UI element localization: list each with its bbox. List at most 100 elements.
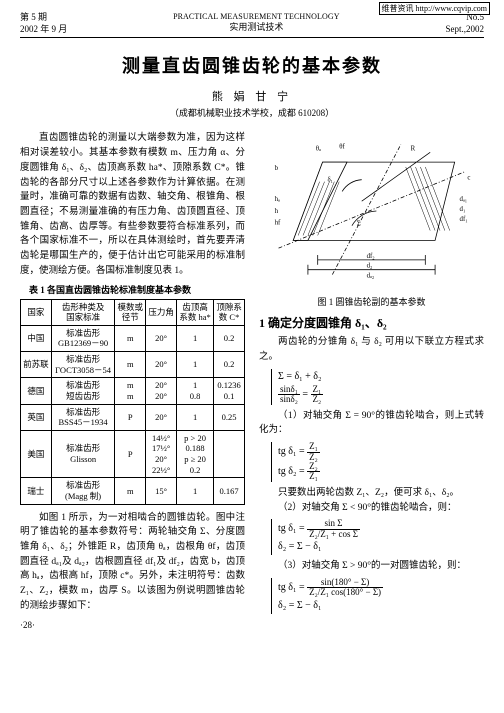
page-header: 第 5 期 2002 年 9 月 PRACTICAL MEASUREMENT T… [20, 12, 484, 38]
eq-group-3: tg δ₁ = sin ΣZ₂/Z₁ + cos Σ δ₂ = Σ − δ₁ [271, 519, 484, 555]
eq4-2: δ₂ = Σ − δ₁ [278, 598, 484, 614]
svg-text:dₐ₁: dₐ₁ [460, 197, 468, 204]
two-column-body: 直齿圆锥齿轮的测量以大端参数为准，因为这样相对误差较小。其基本参数有模数 m、压… [20, 131, 484, 629]
table-cell: 1 [176, 352, 213, 378]
table-cell: m [115, 325, 146, 351]
gear-diagram-svg: R c Σ δ₁ b hₐ h hf df₂ d₂ dₐ₂ dₐ₁ d₁ df₁… [259, 131, 484, 291]
table-cell: 0.25 [214, 404, 245, 430]
s1-p4: （2）对轴交角 Σ < 90°的锥齿轮啮合，则： [259, 501, 484, 516]
table-cell: 中国 [21, 325, 52, 351]
svg-text:b: b [275, 165, 279, 172]
table-row: 英国标准齿形BSS45－1934P20°10.25 [21, 404, 245, 430]
svg-text:df₁: df₁ [460, 216, 468, 223]
table-cell: 1 [176, 404, 213, 430]
table-cell: p > 200.188p ≥ 200.2 [176, 430, 213, 478]
svg-text:d₂: d₂ [367, 263, 373, 270]
table-cell: 10.8 [176, 378, 213, 404]
s1-p5: （3）对轴交角 Σ > 90°的一对圆锥齿轮，则： [259, 559, 484, 574]
table-cell [214, 430, 245, 478]
author: 熊 娟 甘 宁 [20, 88, 484, 104]
svg-text:hf: hf [275, 220, 281, 227]
eq3-l: tg δ₁ = [278, 524, 305, 535]
table-row: 前苏联标准齿形ГОСТ3058－54m20°10.2 [21, 352, 245, 378]
s1-p2: （1）对轴交角 Σ = 90°的锥齿轮啮合，则上式转化为： [259, 409, 484, 438]
table-cell: 德国 [21, 378, 52, 404]
svg-text:c: c [467, 175, 470, 182]
svg-text:Σ: Σ [357, 221, 361, 228]
fig1-caption: 图 1 圆锥齿轮副的基本参数 [259, 295, 484, 308]
table-row: 中国标准齿形GB12369－90m20°10.2 [21, 325, 245, 351]
table-header: 齿顶高系数 ha* [176, 299, 213, 325]
article-title: 测量直齿圆锥齿轮的基本参数 [20, 52, 484, 78]
table-cell: P [115, 430, 146, 478]
eq-group-2: tg δ₁ = Z₁Z₂ tg δ₂ = Z₂Z₁ [271, 442, 484, 482]
svg-text:dₐ₂: dₐ₂ [367, 273, 375, 280]
table-header: 顶隙系数 C* [214, 299, 245, 325]
eq4-l: tg δ₁ = [278, 582, 305, 593]
header-date: 2002 年 9 月 [20, 24, 67, 36]
table-cell: 0.2 [214, 352, 245, 378]
svg-text:R: R [411, 146, 416, 153]
s1-p1: 两齿轮的分锥角 δ₁ 与 δ₂ 可用以下联立方程式求之。 [259, 335, 484, 364]
table1: 国家齿形种类及国家标准模数或径节压力角齿顶高系数 ha*顶隙系数 C* 中国标准… [20, 299, 245, 505]
eq1a: Σ = δ₁ + δ₂ [278, 369, 484, 385]
table-cell: 20°20° [146, 378, 177, 404]
header-center-en: PRACTICAL MEASUREMENT TECHNOLOGY [173, 12, 340, 22]
table-cell: 20° [146, 325, 177, 351]
table-cell: 20° [146, 404, 177, 430]
left-column: 直齿圆锥齿轮的测量以大端参数为准，因为这样相对误差较小。其基本参数有模数 m、压… [20, 131, 245, 629]
after-table-para: 如图 1 所示，为一对相啮合的圆锥齿轮。图中注明了锥齿轮的基本参数符号：两轮轴交… [20, 511, 245, 614]
svg-text:hₐ: hₐ [275, 197, 280, 204]
table-cell: m [115, 478, 146, 504]
table-cell: 标准齿形GB12369－90 [51, 325, 115, 351]
figure1: R c Σ δ₁ b hₐ h hf df₂ d₂ dₐ₂ dₐ₁ d₁ df₁… [259, 131, 484, 291]
table-cell: 标准齿形ГОСТ3058－54 [51, 352, 115, 378]
svg-text:θf: θf [339, 144, 345, 151]
page-number: ·28· [20, 620, 245, 630]
intro-paragraph: 直齿圆锥齿轮的测量以大端参数为准，因为这样相对误差较小。其基本参数有模数 m、压… [20, 131, 245, 278]
table-header: 国家 [21, 299, 52, 325]
eq3-2: δ₂ = Σ − δ₁ [278, 539, 484, 555]
table-cell: 瑞士 [21, 478, 52, 504]
table-cell: 标准齿形短齿齿形 [51, 378, 115, 404]
eq2-l2: tg δ₂ = [278, 466, 305, 477]
table-cell: 1 [176, 478, 213, 504]
table-header: 模数或径节 [115, 299, 146, 325]
table-cell: 0.167 [214, 478, 245, 504]
table-cell: 20° [146, 352, 177, 378]
header-issue: 第 5 期 [20, 12, 67, 24]
table-cell: mm [115, 378, 146, 404]
svg-text:δ₁: δ₁ [327, 177, 333, 184]
table-cell: 0.12360.1 [214, 378, 245, 404]
eq1b: sinδ₁sinδ₂ = Z₁Z₂ [278, 385, 484, 405]
svg-text:h: h [275, 208, 279, 215]
table-row: 瑞士标准齿形(Magg 制)m15°10.167 [21, 478, 245, 504]
table-cell: 1 [176, 325, 213, 351]
eq-group-1: Σ = δ₁ + δ₂ sinδ₁sinδ₂ = Z₁Z₂ [271, 369, 484, 405]
table1-caption: 表 1 各国直齿圆锥齿轮标准制度基本参数 [20, 283, 245, 296]
table-cell: 前苏联 [21, 352, 52, 378]
table-cell: 0.2 [214, 325, 245, 351]
s1-p3: 只要数出两轮齿数 Z₁、Z₂，便可求 δ₁、δ₂。 [259, 486, 484, 501]
table-cell: 15° [146, 478, 177, 504]
table-header: 压力角 [146, 299, 177, 325]
table-header: 齿形种类及国家标准 [51, 299, 115, 325]
table-cell: 美国 [21, 430, 52, 478]
table-cell: 标准齿形Glisson [51, 430, 115, 478]
table-row: 德国标准齿形短齿齿形mm20°20°10.80.12360.1 [21, 378, 245, 404]
svg-text:θₐ: θₐ [316, 146, 321, 153]
table-row: 美国标准齿形GlissonP14½°17½°20°22½°p > 200.188… [21, 430, 245, 478]
table-cell: m [115, 352, 146, 378]
header-center-cn: 实用测试技术 [173, 22, 340, 33]
eq2-l1: tg δ₁ = [278, 446, 305, 457]
svg-text:df₂: df₂ [367, 253, 376, 260]
header-sept: Sept.,2002 [445, 24, 484, 36]
eq-group-4: tg δ₁ = sin(180° − Σ)Z₂/Z₁ cos(180° − Σ)… [271, 578, 484, 614]
right-column: R c Σ δ₁ b hₐ h hf df₂ d₂ dₐ₂ dₐ₁ d₁ df₁… [259, 131, 484, 629]
svg-text:d₁: d₁ [460, 206, 466, 213]
section1-heading: 1 确定分度圆锥角 δ₁、δ₂ [259, 314, 484, 331]
table-cell: 14½°17½°20°22½° [146, 430, 177, 478]
table-cell: 标准齿形BSS45－1934 [51, 404, 115, 430]
affiliation: （成都机械职业技术学校，成都 610208） [20, 106, 484, 119]
table-cell: 英国 [21, 404, 52, 430]
